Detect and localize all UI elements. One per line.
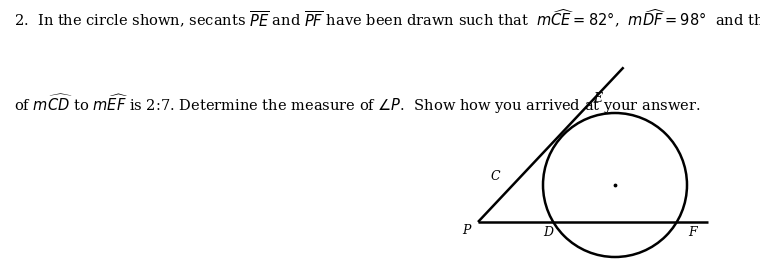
Text: C: C bbox=[490, 171, 500, 184]
Text: E: E bbox=[594, 93, 603, 106]
Text: F: F bbox=[689, 226, 698, 239]
Text: P: P bbox=[462, 223, 470, 236]
Text: D: D bbox=[543, 226, 553, 239]
Text: of $m\widehat{CD}$ to $m\widehat{EF}$ is 2:7. Determine the measure of $\angle P: of $m\widehat{CD}$ to $m\widehat{EF}$ is… bbox=[14, 93, 700, 117]
Text: 2.  In the circle shown, secants $\overline{PE}$ and $\overline{PF}$ have been d: 2. In the circle shown, secants $\overli… bbox=[14, 8, 760, 30]
